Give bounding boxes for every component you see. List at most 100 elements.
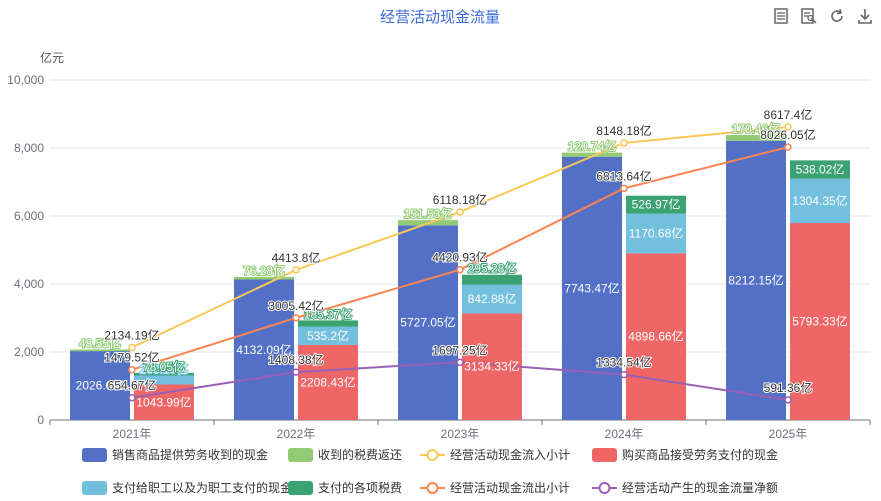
line-point (292, 314, 300, 322)
legend-swatch (82, 481, 107, 495)
legend-label: 经营活动产生的现金流量净额 (622, 480, 778, 495)
bars (70, 134, 850, 420)
bar (70, 351, 130, 420)
bar (726, 140, 786, 420)
legend-swatch (426, 449, 439, 461)
bar-data-label: 8212.15亿 (728, 272, 783, 287)
legend-label: 购买商品接受劳务支付的现金 (622, 447, 778, 462)
legend-swatch (592, 448, 617, 462)
line-point (292, 266, 300, 274)
bar-data-label: 535.2亿 (307, 328, 349, 343)
bar (790, 160, 850, 179)
line-point (456, 265, 464, 274)
bar (790, 178, 850, 224)
bar-data-label: 76.28亿 (243, 263, 285, 278)
line-data-label: 1479.52亿 (104, 350, 159, 365)
toolbar (771, 6, 875, 26)
bar (298, 326, 358, 345)
line-data-label: 8026.05亿 (760, 127, 815, 142)
bar-data-label: 526.97亿 (632, 197, 681, 212)
line-data-label: 1408.38亿 (268, 352, 323, 367)
line-data-label: 3005.42亿 (268, 298, 323, 313)
legend-swatch (288, 448, 313, 462)
bar-data-label: 2208.43亿 (300, 374, 355, 389)
line-data-label: 6813.64亿 (596, 168, 651, 183)
save-image-icon[interactable] (799, 6, 819, 26)
bar-data-label: 3134.33亿 (464, 359, 519, 374)
bar-data-label: 170.46亿 (732, 121, 781, 136)
legend-label: 经营活动现金流入小计 (450, 447, 570, 462)
legend-swatch (426, 482, 439, 494)
line-data-label: 2134.19亿 (104, 327, 159, 342)
bar-data-label: 538.02亿 (796, 162, 845, 177)
y-tick-label: 10,000 (7, 73, 44, 87)
lines (128, 123, 792, 404)
bar-data-label: 295.28亿 (468, 261, 517, 276)
bar-data-label: 1043.99亿 (136, 394, 191, 409)
line-data-label: 1334.54亿 (596, 355, 651, 370)
x-tick-label: 2022年 (277, 427, 316, 441)
legend-swatch (82, 448, 107, 462)
line-point (292, 368, 300, 376)
legend-label: 销售商品提供劳务收到的现金 (112, 447, 268, 462)
line-data-label: 8617.4亿 (764, 107, 813, 122)
bar (70, 349, 130, 352)
line-data-label: 654.67亿 (108, 378, 157, 393)
line-point (128, 343, 136, 352)
y-tick-label: 2,000 (14, 345, 44, 359)
bar-data-label: 48.55亿 (79, 335, 121, 350)
bar-data-label: 842.88亿 (468, 291, 517, 306)
bar-data-label: 1304.35亿 (792, 193, 847, 208)
bar (398, 225, 458, 420)
line-data-label: 591.36亿 (764, 380, 813, 395)
bar-data-label: 4898.66亿 (628, 329, 683, 344)
bar-data-label: 185.37亿 (304, 306, 353, 321)
y-tick-label: 6,000 (14, 209, 44, 223)
series-line (131, 361, 789, 401)
line-point (128, 365, 136, 374)
bar (462, 274, 522, 285)
download-icon[interactable] (855, 6, 875, 26)
bar-data-label: 120.74亿 (568, 139, 617, 154)
bar (790, 223, 850, 420)
line-point (784, 143, 792, 151)
line-point (456, 358, 464, 367)
line-data-label: 6118.18亿 (433, 192, 488, 207)
bar-data-label: 7743.47亿 (564, 280, 619, 295)
bar-data-label: 265.16亿 (140, 361, 189, 376)
bar (726, 134, 786, 141)
line-data-label: 4413.8亿 (272, 250, 321, 265)
bar (462, 284, 522, 314)
bar (562, 152, 622, 157)
bar-data-label: 4132.09亿 (236, 342, 291, 357)
x-tick-label: 2024年 (605, 427, 644, 441)
bar-data-label: 2026.0亿 (76, 378, 125, 393)
y-axis: 0 2,000 4,000 6,000 8,000 10,000 (7, 73, 44, 427)
y-axis-label: 亿元 (40, 50, 64, 65)
line-point (620, 139, 628, 147)
line-point (620, 184, 628, 193)
legend-swatch (598, 482, 611, 494)
series-line (131, 126, 789, 349)
data-view-icon[interactable] (771, 6, 791, 26)
bar (298, 320, 358, 327)
bar (562, 156, 622, 420)
restore-icon[interactable] (827, 6, 847, 26)
bar (134, 372, 194, 376)
x-tick-label: 2021年 (113, 427, 152, 441)
bar-data-label: 151.53亿 (404, 206, 453, 221)
line-data-label: 4420.93亿 (432, 250, 487, 265)
y-tick-label: 8,000 (14, 141, 44, 155)
line-data-label: 1697.25亿 (432, 342, 487, 357)
legend-label: 收到的税费返还 (318, 447, 402, 462)
line-point (456, 208, 464, 216)
bar-data-label: 1170.68亿 (629, 226, 684, 241)
x-axis: 2021年 2022年 2023年 2024年 2025年 (49, 420, 871, 441)
bar (626, 253, 686, 420)
x-tick-label: 2023年 (441, 427, 480, 441)
y-tick-label: 0 (37, 413, 44, 427)
line-data-label: 8148.18亿 (596, 123, 651, 138)
line-point (620, 370, 628, 379)
line-point (784, 123, 792, 131)
legend: 销售商品提供劳务收到的现金 收到的税费返还 经营活动现金流入小计 购买商品接受劳务支付… (82, 447, 778, 495)
